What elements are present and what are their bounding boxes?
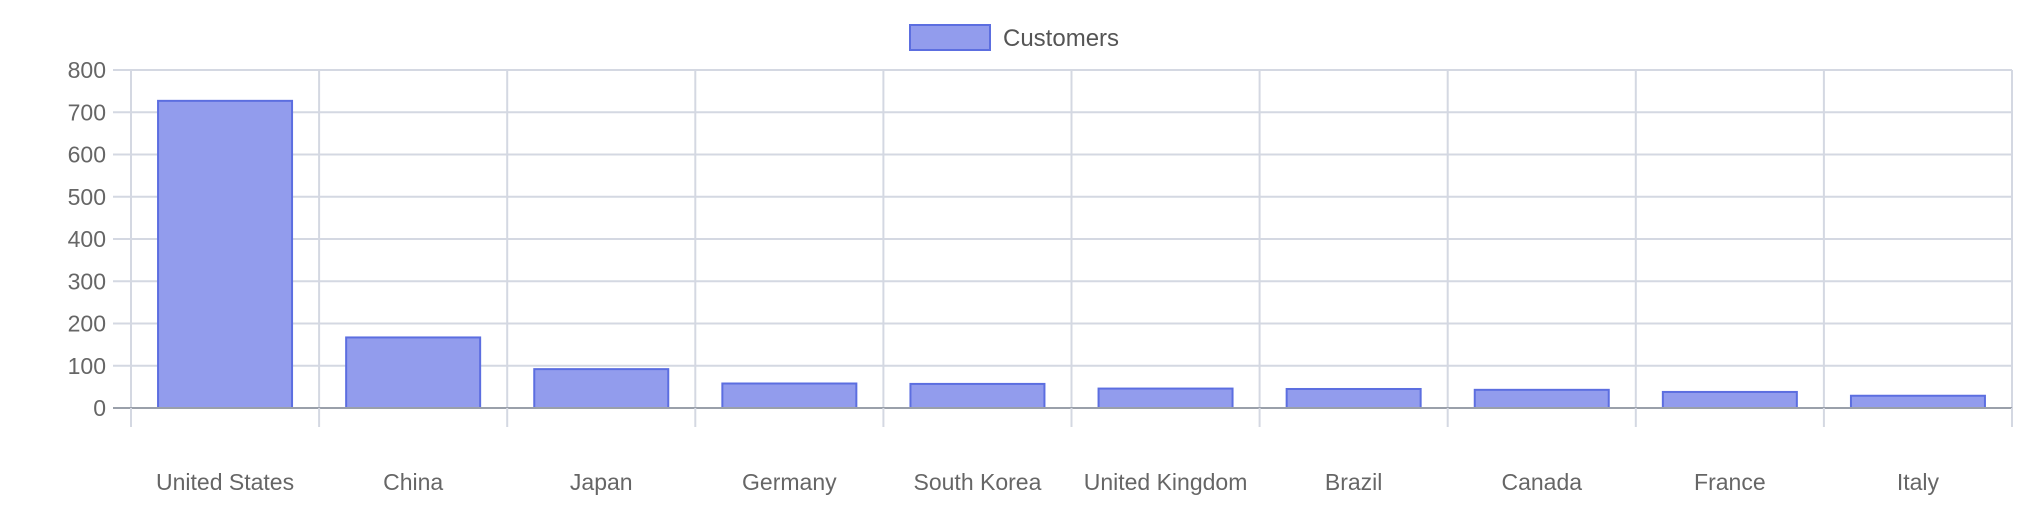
axis-layer bbox=[113, 407, 2013, 427]
x-tick-label: United States bbox=[156, 469, 294, 495]
bar-united-kingdom[interactable] bbox=[1097, 387, 1234, 410]
bar-germany[interactable] bbox=[721, 382, 858, 409]
x-tick-label: Italy bbox=[1897, 469, 1940, 495]
y-tick-label: 600 bbox=[68, 142, 106, 168]
y-tick-label: 500 bbox=[68, 184, 106, 210]
y-tick-label: 200 bbox=[68, 311, 106, 337]
legend-swatch-customers[interactable] bbox=[909, 24, 991, 51]
bar-china[interactable] bbox=[345, 336, 482, 410]
legend[interactable]: Customers bbox=[909, 24, 1119, 52]
x-tick-label: South Korea bbox=[914, 469, 1042, 495]
bar-united-states[interactable] bbox=[157, 99, 294, 409]
y-tick-label: 700 bbox=[68, 99, 106, 125]
bars-layer bbox=[157, 99, 1986, 410]
bar-canada[interactable] bbox=[1473, 388, 1610, 409]
x-tick-label: Germany bbox=[742, 469, 837, 495]
x-tick-label: Brazil bbox=[1325, 469, 1383, 495]
y-tick-label: 300 bbox=[68, 268, 106, 294]
x-tick-label: United Kingdom bbox=[1084, 469, 1248, 495]
legend-label-customers[interactable]: Customers bbox=[1003, 25, 1119, 52]
x-tick-label: China bbox=[383, 469, 443, 495]
bar-south-korea[interactable] bbox=[909, 382, 1046, 410]
bar-japan[interactable] bbox=[533, 368, 670, 410]
x-axis-ticks: United States China Japan Germany South Kore… bbox=[156, 469, 1940, 495]
y-axis-ticks: 0 100 200 300 400 500 600 700 800 bbox=[68, 57, 106, 421]
y-tick-label: 400 bbox=[68, 226, 106, 252]
y-tick-label: 800 bbox=[68, 57, 106, 83]
x-tick-label: France bbox=[1694, 469, 1766, 495]
bar-italy[interactable] bbox=[1849, 394, 1986, 409]
grid-layer bbox=[113, 69, 2013, 408]
bar-france[interactable] bbox=[1661, 390, 1798, 410]
y-tick-label: 100 bbox=[68, 353, 106, 379]
y-tick-label: 0 bbox=[93, 395, 106, 421]
bar-brazil[interactable] bbox=[1285, 387, 1422, 409]
x-tick-label: Canada bbox=[1501, 469, 1582, 495]
x-tick-label: Japan bbox=[570, 469, 633, 495]
